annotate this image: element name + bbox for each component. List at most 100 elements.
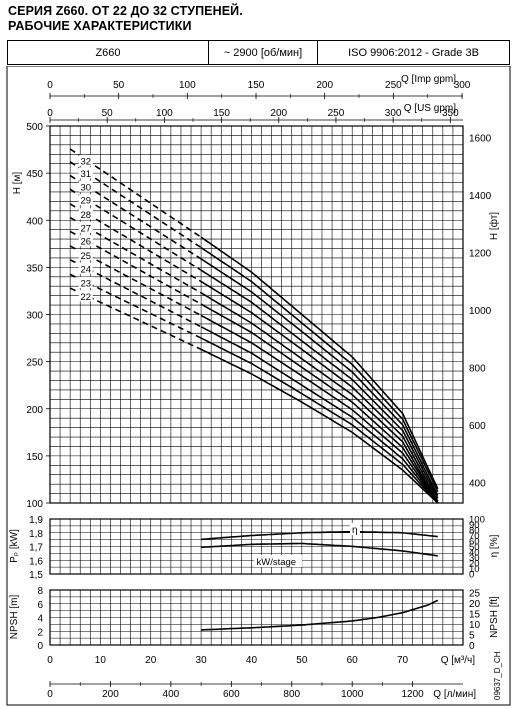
stage-label-bg bbox=[78, 262, 93, 274]
eff-y2-tick-label: 100 bbox=[469, 515, 485, 526]
imp-tick-label: 250 bbox=[385, 80, 402, 91]
npsh-y-tick-label: 0 bbox=[37, 641, 43, 652]
npsh-y2-tick-label: 25 bbox=[469, 589, 481, 600]
npsh-curve bbox=[201, 599, 439, 631]
head-y2-tick-label: 1600 bbox=[469, 134, 492, 145]
head-curve-22 bbox=[200, 348, 439, 504]
us-tick-label: 200 bbox=[270, 108, 287, 119]
model-cell: Z660 bbox=[8, 41, 209, 64]
head-y-tick-label: 400 bbox=[26, 216, 43, 227]
chart-title-line2: РАБОЧИЕ ХАРАКТЕРИСТИКИ bbox=[8, 19, 192, 33]
q-tick-label: 50 bbox=[296, 655, 308, 666]
eff-y2-tick-label: 70 bbox=[469, 531, 480, 542]
power-y-tick-label: 1,5 bbox=[29, 570, 43, 581]
lmin-tick-label: 200 bbox=[102, 689, 119, 700]
lmin-tick-label: 800 bbox=[283, 689, 300, 700]
eff-y2-tick-label: 90 bbox=[469, 520, 480, 531]
q-tick-label: 60 bbox=[347, 655, 359, 666]
eff-y2-tick-label: 80 bbox=[469, 526, 480, 537]
stage-label-bg bbox=[78, 167, 93, 179]
stage-label-bg bbox=[78, 290, 93, 302]
kw-label-bg bbox=[253, 555, 302, 567]
head-y-tick-label: 450 bbox=[26, 169, 43, 180]
drawing-code: 09637_D_CH bbox=[493, 651, 502, 700]
stage-label-23: 23 bbox=[80, 278, 91, 289]
imp-tick-label: 100 bbox=[179, 80, 196, 91]
head-y-tick-label: 150 bbox=[26, 452, 43, 463]
q-axis-label: Q [м³/ч] bbox=[441, 655, 476, 666]
speed-cell: ~ 2900 [об/мин] bbox=[209, 41, 318, 64]
head-curve-32 bbox=[200, 236, 439, 490]
lmin-tick-label: 400 bbox=[163, 689, 180, 700]
head-curve-27 bbox=[200, 292, 439, 504]
eta-label: η bbox=[352, 525, 358, 536]
q-tick-label: 0 bbox=[47, 655, 53, 666]
stage-label-31: 31 bbox=[80, 169, 91, 180]
npsh-y2-tick-label: 5 bbox=[469, 631, 475, 642]
standard-cell: ISO 9906:2012 - Grade 3B bbox=[348, 46, 479, 59]
power-y-axis-label: Pₚ [kW] bbox=[9, 529, 20, 563]
npsh-y2-tick-label: 15 bbox=[469, 610, 481, 621]
power-y-tick-label: 1,8 bbox=[29, 529, 43, 540]
stage-label-bg bbox=[78, 276, 93, 288]
header-table: Z660 ~ 2900 [об/мин] ISO 9906:2012 - Gra… bbox=[7, 40, 510, 65]
imp-tick-label: 0 bbox=[47, 80, 53, 91]
q-tick-label: 70 bbox=[397, 655, 409, 666]
q-tick-label: 30 bbox=[196, 655, 208, 666]
imp-tick-label: 150 bbox=[248, 80, 265, 91]
outer-frame bbox=[6, 66, 511, 706]
q-tick-label: 20 bbox=[145, 655, 157, 666]
lmin-axis-label: Q [л/мин] bbox=[433, 689, 476, 700]
head-curve-29 bbox=[200, 269, 439, 499]
stage-label-27: 27 bbox=[80, 223, 91, 234]
head-curve-26 bbox=[200, 303, 439, 504]
head-curve-28 bbox=[200, 280, 439, 502]
npsh-y-tick-label: 8 bbox=[37, 586, 43, 597]
stage-label-bg bbox=[78, 221, 93, 233]
us-tick-label: 50 bbox=[102, 108, 114, 119]
head-y2-axis-label: H [фт] bbox=[488, 212, 500, 240]
us-tick-label: 300 bbox=[385, 108, 402, 119]
chart-title-line1: СЕРИЯ Z660. ОТ 22 ДО 32 СТУПЕНЕЙ. bbox=[8, 4, 243, 18]
stage-label-32: 32 bbox=[80, 156, 91, 167]
eff-y2-tick-label: 30 bbox=[469, 553, 480, 564]
npsh-y-tick-label: 4 bbox=[37, 614, 43, 625]
stage-label-bg bbox=[78, 180, 93, 192]
lmin-tick-label: 0 bbox=[47, 689, 53, 700]
head-y-tick-label: 500 bbox=[26, 122, 43, 133]
stage-label-29: 29 bbox=[80, 196, 91, 207]
head-y2-tick-label: 800 bbox=[469, 363, 486, 374]
head-y-tick-label: 350 bbox=[26, 263, 43, 274]
kw-stage-curve bbox=[201, 542, 438, 557]
stage-label-28: 28 bbox=[80, 210, 91, 221]
head-y2-tick-label: 400 bbox=[469, 478, 486, 489]
lmin-tick-label: 1200 bbox=[402, 689, 425, 700]
stage-label-30: 30 bbox=[80, 182, 91, 193]
eff-y2-tick-label: 0 bbox=[469, 570, 474, 581]
head-curve-dashed-32 bbox=[69, 148, 202, 238]
head-y-tick-label: 250 bbox=[26, 358, 43, 369]
stage-label-bg bbox=[78, 208, 93, 220]
head-y2-tick-label: 1000 bbox=[469, 306, 492, 317]
stage-label-bg bbox=[78, 194, 93, 206]
head-curve-25 bbox=[200, 314, 439, 504]
stage-label-26: 26 bbox=[80, 237, 91, 248]
eff-y2-tick-label: 20 bbox=[469, 559, 480, 570]
eff-y2-tick-label: 60 bbox=[469, 537, 480, 548]
q-tick-label: 40 bbox=[246, 655, 258, 666]
npsh-y2-tick-label: 10 bbox=[469, 620, 481, 631]
npsh-y-tick-label: 6 bbox=[37, 600, 43, 611]
head-y2-tick-label: 1200 bbox=[469, 249, 492, 260]
head-curve-24 bbox=[200, 326, 439, 504]
head-curve-31 bbox=[200, 246, 439, 493]
us-axis-label: Q [US gpm] bbox=[404, 103, 456, 114]
head-y2-tick-label: 1400 bbox=[469, 191, 492, 202]
power-y-tick-label: 1,7 bbox=[29, 543, 43, 554]
head-curve-23 bbox=[200, 337, 439, 504]
q-axis-label-bg bbox=[428, 653, 476, 666]
eff-y2-tick-label: 50 bbox=[469, 542, 480, 553]
stage-label-bg bbox=[78, 249, 93, 261]
stage-label-bg bbox=[78, 154, 93, 166]
us-tick-label: 0 bbox=[47, 108, 53, 119]
